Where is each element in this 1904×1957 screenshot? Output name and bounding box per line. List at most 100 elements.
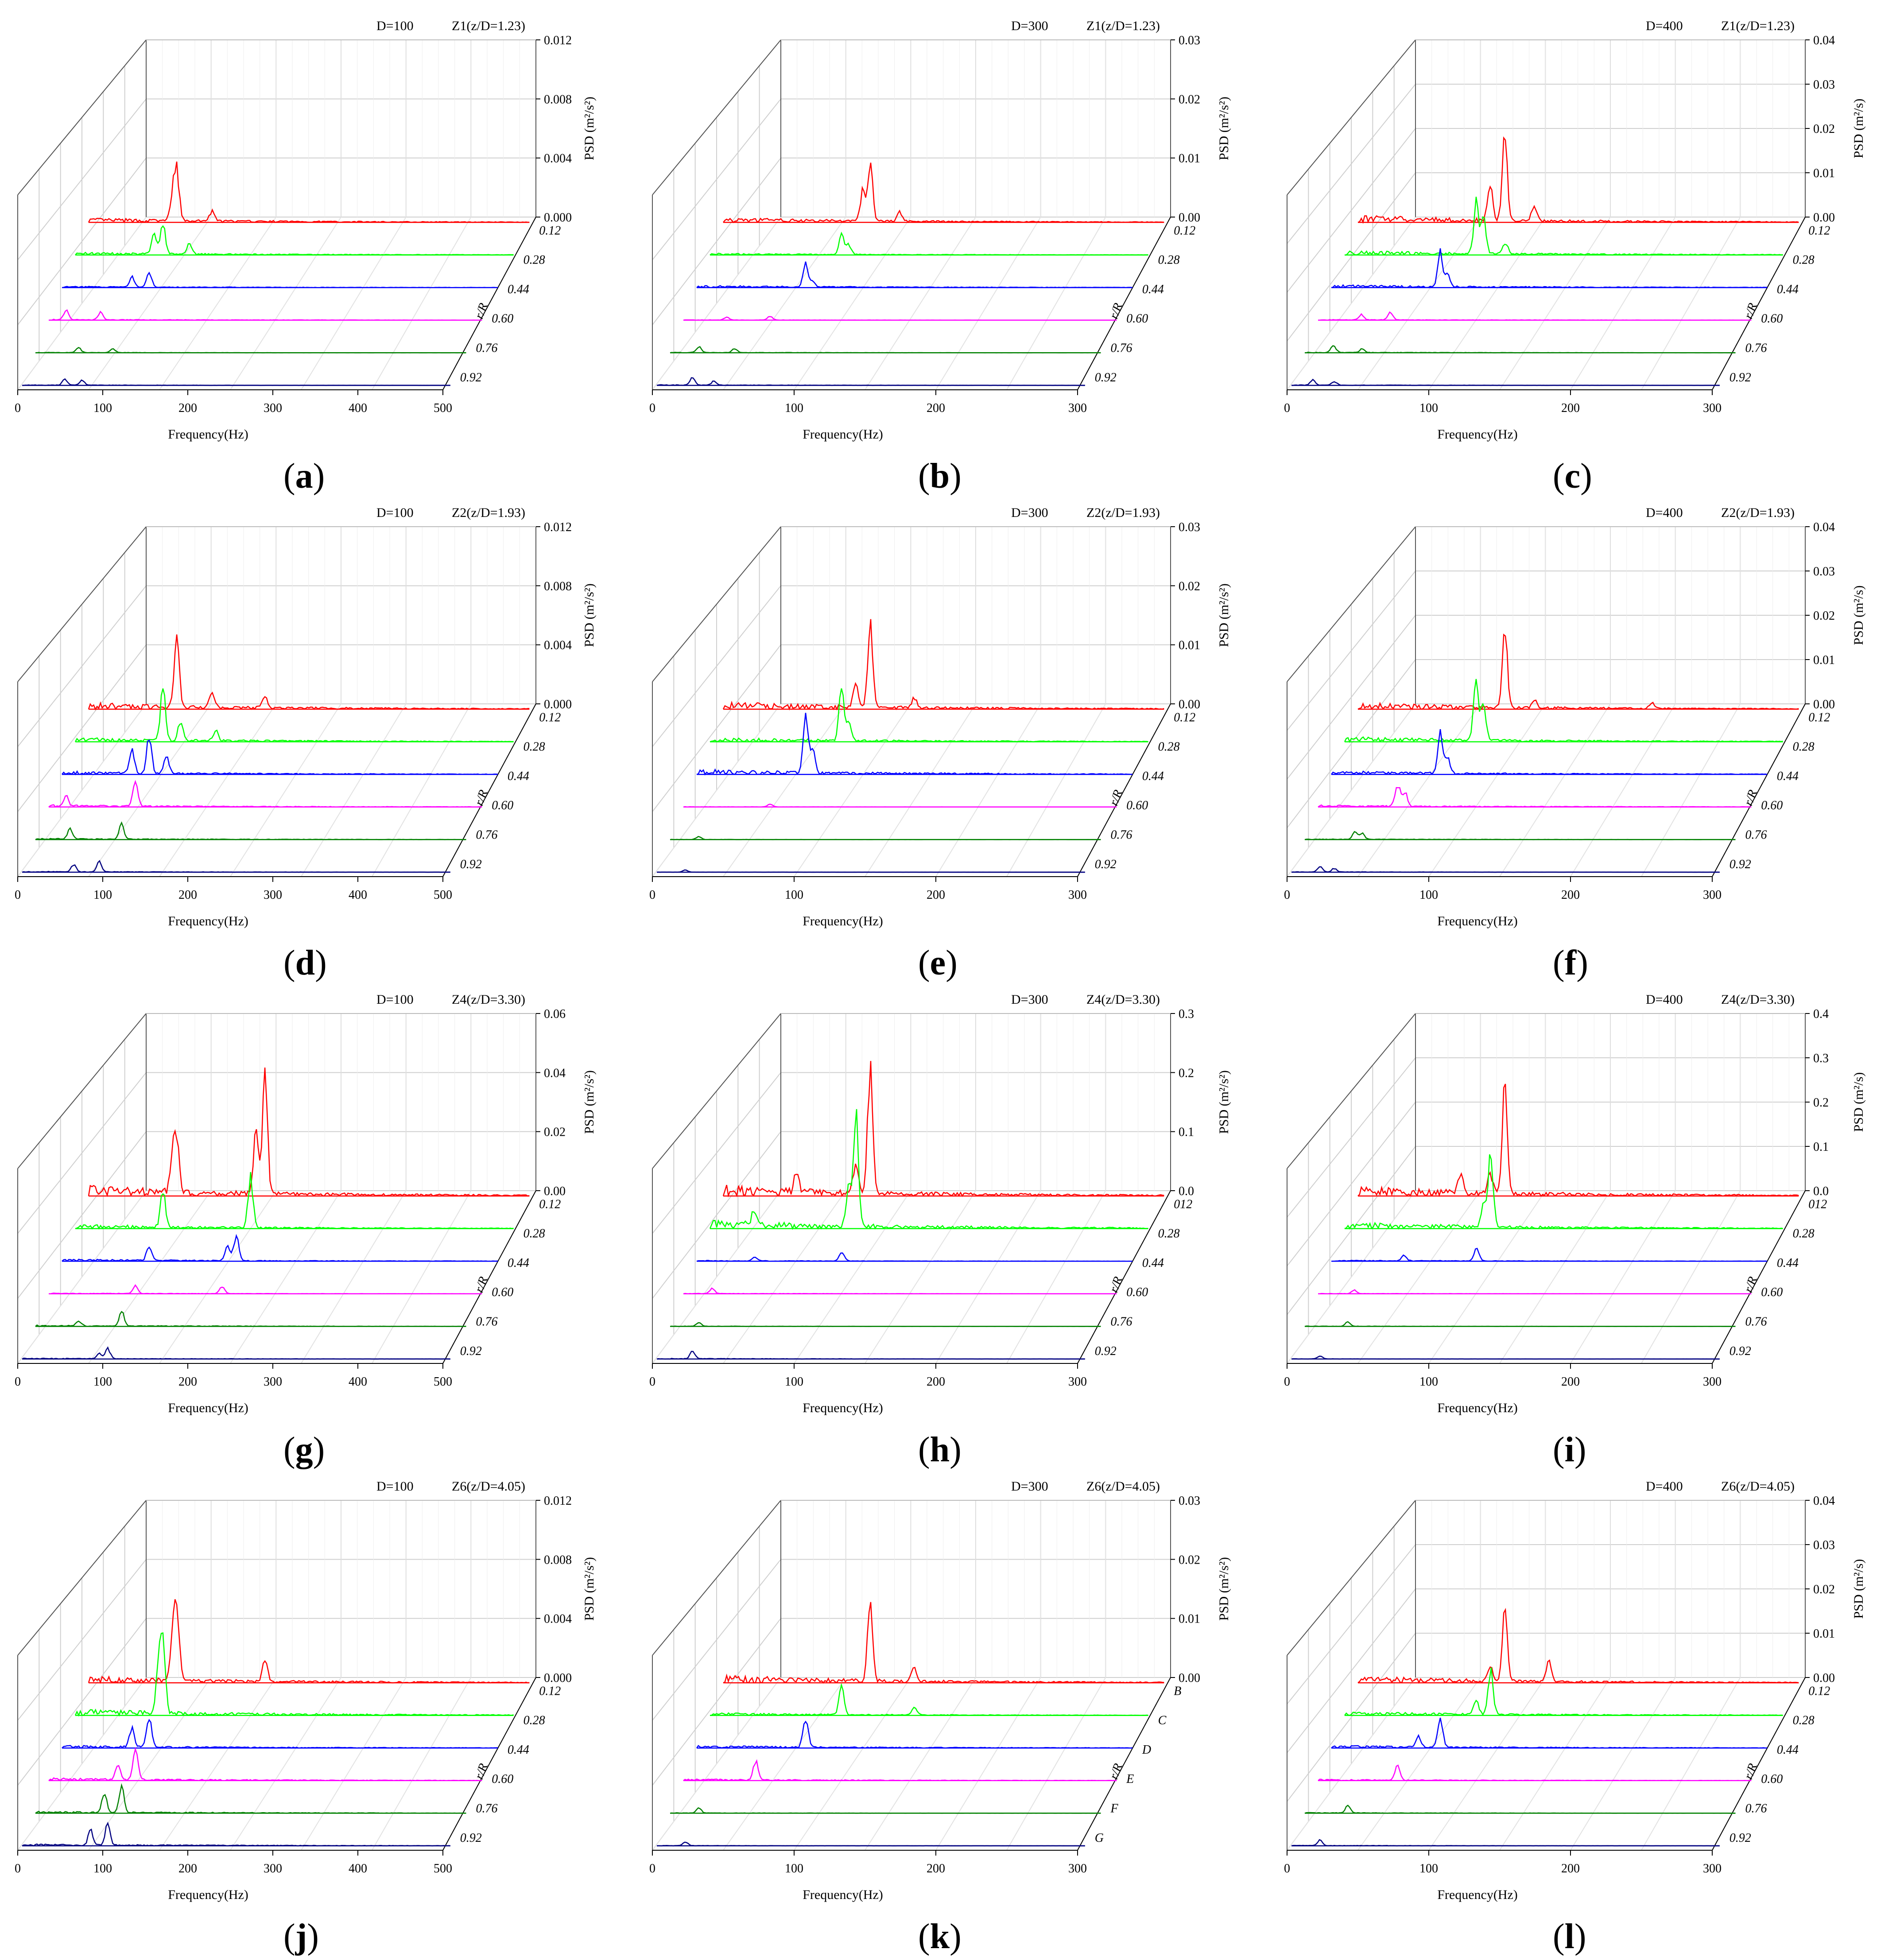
y-tick-label: 0.2 [1813, 1096, 1829, 1110]
series-line-3 [48, 1747, 482, 1782]
panel-caption: (g) [283, 1430, 325, 1469]
x-tick-label: 0 [15, 401, 21, 415]
r-axis [1712, 1190, 1806, 1364]
d-label: D=300 [1011, 992, 1048, 1007]
grid-line [1287, 703, 1416, 877]
y-axis-title: PSD (m²/s²) [1217, 97, 1231, 160]
grid-line [17, 703, 147, 877]
r-axis-title: r/R [1741, 1275, 1760, 1294]
chart-panel-a: 0 100 200 300 400 500 Frequency(Hz) 0.000 0.004 0… [15, 19, 597, 442]
top-left-edge [1287, 1500, 1416, 1656]
x-axis-title: Frequency(Hz) [1437, 1401, 1518, 1415]
grid-line [1006, 1677, 1106, 1851]
x-tick-label: 300 [1703, 1862, 1722, 1875]
y-axis-title: PSD (m²/s²) [582, 583, 597, 647]
top-left-edge [17, 39, 147, 195]
r-tick-label: 0.92 [460, 1344, 482, 1358]
r-tick-label: 0.76 [476, 1315, 498, 1329]
x-tick-label: 100 [785, 1862, 803, 1875]
grid-line [230, 703, 341, 877]
grid-line [1357, 1677, 1481, 1851]
r-tick-label: 0.12 [1808, 1684, 1830, 1698]
d-label: D=400 [1646, 1479, 1683, 1494]
panel-caption: (d) [283, 944, 327, 982]
x-tick-label: 100 [785, 401, 803, 415]
grid-line [1499, 1190, 1611, 1364]
grid-line [1570, 703, 1676, 877]
r-tick-label: 0.60 [492, 312, 513, 326]
x-tick-label: 100 [93, 1862, 112, 1875]
grid-lines [652, 1500, 1171, 1851]
grid-line [652, 1677, 781, 1851]
grid-line [17, 217, 147, 390]
r-axis [442, 1677, 536, 1851]
series-line-3 [1318, 1289, 1752, 1295]
x-tick-label: 100 [1419, 888, 1438, 902]
x-tick-label: 0 [1284, 888, 1290, 902]
x-tick-label: 200 [178, 1862, 197, 1875]
grid-line [230, 1677, 341, 1851]
x-tick-label: 100 [1419, 1375, 1438, 1389]
spectra [1291, 633, 1799, 873]
series-line-1 [1344, 1154, 1783, 1230]
axes: 0 100 200 300 Frequency(Hz) 0.00 0.01 0.02 0.03 0… [1284, 19, 1866, 442]
x-tick-label: 200 [178, 888, 197, 902]
x-tick-label: 500 [434, 888, 452, 902]
axes: 0 100 200 300 Frequency(Hz) 0.0 0.1 0.2 0.3 PSD (… [649, 992, 1231, 1415]
grid-line [935, 1190, 1041, 1364]
grid-line [1428, 217, 1546, 390]
r-tick-label: 0.12 [1174, 711, 1195, 724]
y-tick-label: 0.01 [1813, 1627, 1835, 1641]
y-tick-label: 0.02 [1179, 579, 1200, 593]
z-label: Z1(z/D=1.23) [1721, 19, 1795, 33]
series-line-1 [710, 1683, 1148, 1716]
y-tick-label: 0.06 [544, 1007, 566, 1021]
r-tick-label: F [1110, 1802, 1119, 1816]
x-tick-label: 100 [1419, 1862, 1438, 1875]
y-tick-label: 0.04 [1813, 520, 1835, 534]
y-tick-label: 0.004 [544, 639, 572, 652]
grid-line [865, 703, 976, 877]
x-axis-title: Frequency(Hz) [1437, 427, 1518, 442]
x-tick-label: 300 [1068, 1375, 1087, 1389]
top-left-edge [17, 1500, 147, 1656]
r-axis [442, 703, 536, 877]
grid-line [1641, 1677, 1741, 1851]
r-tick-label: 0.12 [539, 711, 561, 724]
x-axis-title: Frequency(Hz) [168, 427, 248, 442]
r-tick-label: 0.28 [1158, 1227, 1180, 1241]
r-tick-label: 012 [1808, 1197, 1827, 1211]
r-tick-label: 0.92 [460, 371, 482, 384]
r-tick-label: 0.60 [492, 799, 513, 812]
x-axis-title: Frequency(Hz) [168, 914, 248, 928]
spectra [1291, 1083, 1799, 1360]
series-line-0 [88, 1599, 530, 1684]
grid-line [865, 1677, 976, 1851]
x-tick-label: 0 [1284, 1375, 1290, 1389]
x-tick-label: 300 [1703, 1375, 1722, 1389]
r-axis [1712, 217, 1806, 390]
x-tick-label: 200 [927, 1375, 945, 1389]
series-line-1 [709, 1109, 1148, 1230]
y-tick-label: 0.02 [1179, 93, 1200, 106]
r-tick-label: 0.28 [524, 1227, 545, 1241]
x-tick-label: 300 [1068, 888, 1087, 902]
r-tick-label: 0.60 [1761, 312, 1783, 326]
r-tick-label: 0.44 [1142, 769, 1164, 783]
grid-line [1287, 1190, 1416, 1364]
x-tick-label: 200 [927, 1862, 945, 1875]
grid-line [372, 1677, 472, 1851]
x-tick-label: 200 [1561, 888, 1580, 902]
x-tick-label: 200 [1561, 401, 1580, 415]
r-tick-label: 0.44 [1142, 1256, 1164, 1270]
grid-line [1006, 217, 1106, 390]
r-tick-label: E [1126, 1772, 1134, 1786]
r-tick-label: 0.92 [1095, 1344, 1117, 1358]
r-axis [442, 217, 536, 390]
r-tick-label: 0.28 [1793, 740, 1815, 754]
grid-line [159, 1190, 277, 1364]
y-tick-label: 0.02 [544, 1126, 566, 1139]
r-tick-label: 0.76 [1111, 342, 1132, 355]
z-label: Z6(z/D=4.05) [1721, 1479, 1795, 1494]
r-tick-label: 0.76 [1111, 1315, 1132, 1329]
